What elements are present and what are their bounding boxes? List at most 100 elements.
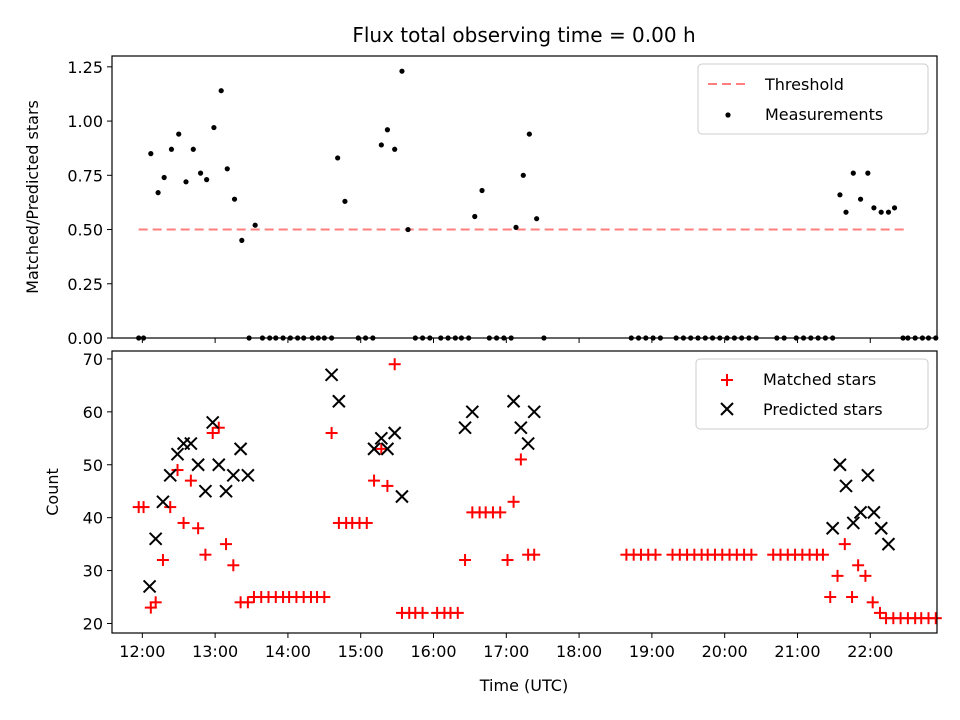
- bottom-plot-frame: [111, 350, 938, 634]
- top-plot-data: [136, 68, 939, 341]
- chart-title: Flux total observing time = 0.00 h: [352, 23, 695, 47]
- measurement-point: [342, 198, 348, 204]
- predicted-star-point: [861, 468, 875, 483]
- predicted-star-point: [142, 579, 157, 594]
- matched-star-point: [816, 548, 829, 561]
- measurement-point: [239, 237, 245, 243]
- x-tick-label: 18:00: [556, 642, 602, 661]
- predicted-star-point: [874, 521, 888, 535]
- predicted-star-point: [184, 436, 198, 451]
- predicted-star-point: [148, 532, 163, 546]
- matched-star-point: [649, 548, 662, 561]
- top-y-ticks: 0.00 0.25 0.50 0.75 1.00 1.25: [67, 58, 112, 348]
- bottom-x-ticks: 12:00 13:00 14:00 15:00 16:00 17:00 18:00 19:00…: [119, 633, 893, 661]
- measurement-point: [837, 192, 843, 198]
- predicted-star-point: [367, 442, 381, 456]
- matched-star-point: [459, 553, 472, 566]
- x-tick-label: 15:00: [338, 642, 384, 661]
- matched-star-point: [177, 516, 190, 529]
- predicted-star-point: [521, 436, 535, 451]
- y-tick-label: 0.75: [67, 166, 103, 185]
- measurement-point: [378, 142, 384, 148]
- x-tick-label: 17:00: [483, 642, 529, 661]
- top-legend-box: [697, 63, 929, 135]
- predicted-star-point: [387, 426, 402, 440]
- predicted-star-point: [324, 368, 339, 382]
- predicted-star-point: [825, 521, 840, 535]
- top-plot-frame: [111, 55, 938, 339]
- measurement-point: [148, 151, 154, 157]
- predicted-star-point: [332, 394, 346, 408]
- predicted-star-point: [163, 468, 177, 483]
- legend-measurements-marker: [725, 112, 731, 118]
- legend-matched-marker: [721, 374, 733, 386]
- matched-star-point: [156, 553, 169, 566]
- matched-star-point: [241, 596, 254, 609]
- bottom-legend-box: [695, 358, 929, 430]
- top-y-axis-label: Matched/Predicted stars: [23, 100, 42, 294]
- matched-star-point: [494, 506, 507, 519]
- predicted-star-point: [205, 415, 220, 430]
- measurement-point: [183, 179, 189, 185]
- matched-star-point: [171, 464, 184, 477]
- predicted-star-point: [506, 394, 521, 408]
- predicted-star-point: [212, 458, 226, 472]
- y-tick-label: 60: [83, 403, 103, 422]
- x-tick-label: 20:00: [702, 642, 748, 661]
- predicted-star-point: [156, 495, 170, 509]
- measurement-point: [843, 209, 849, 215]
- matched-star-point: [416, 606, 429, 619]
- y-tick-label: 70: [83, 350, 103, 369]
- measurement-point: [865, 170, 871, 176]
- matched-star-point: [859, 569, 872, 582]
- measurement-point: [204, 177, 210, 183]
- x-tick-label: 16:00: [410, 642, 456, 661]
- legend-threshold-label: Threshold: [764, 75, 844, 94]
- measurement-point: [891, 205, 898, 211]
- measurement-point: [850, 170, 856, 176]
- matched-star-point: [838, 538, 851, 551]
- matched-star-point: [199, 548, 212, 561]
- measurement-point: [224, 166, 230, 172]
- predicted-star-point: [833, 458, 847, 472]
- predicted-star-point: [839, 479, 853, 493]
- bottom-y-axis-label: Count: [43, 468, 62, 516]
- matched-star-point: [514, 453, 527, 466]
- matched-star-point: [149, 596, 162, 609]
- predicted-star-point: [191, 458, 205, 472]
- legend-matched-label: Matched stars: [763, 370, 876, 389]
- matched-star-point: [507, 495, 520, 508]
- measurement-point: [878, 209, 884, 215]
- measurement-point: [335, 155, 341, 161]
- x-axis-label: Time (UTC): [479, 676, 568, 695]
- bottom-plot-data: [132, 358, 942, 625]
- matched-star-point: [831, 569, 844, 582]
- predicted-star-point: [853, 505, 868, 520]
- measurement-point: [392, 146, 398, 152]
- matched-star-point: [192, 522, 205, 535]
- top-x-ticks: [141, 338, 871, 343]
- bottom-subplot: 20 30 40 50 60 70 12:00 13:00 14:00 15:00 16:00 17…: [43, 350, 942, 695]
- y-tick-label: 30: [83, 562, 103, 581]
- legend-predicted-label: Predicted stars: [763, 400, 883, 419]
- matched-star-point: [866, 596, 879, 609]
- measurement-point: [534, 216, 540, 222]
- matched-star-point: [360, 516, 373, 529]
- matched-star-point: [368, 474, 381, 487]
- measurement-point: [197, 170, 204, 176]
- matched-star-point: [184, 474, 197, 487]
- measurement-point: [161, 174, 167, 181]
- matched-star-point: [220, 538, 233, 551]
- measurement-point: [857, 196, 864, 202]
- predicted-star-point: [241, 468, 255, 483]
- matched-star-point: [873, 606, 886, 619]
- matched-star-point: [929, 612, 942, 625]
- predicted-star-point: [198, 484, 213, 498]
- predicted-star-point: [867, 505, 881, 520]
- predicted-star-point: [226, 468, 241, 483]
- y-tick-label: 1.00: [67, 112, 103, 131]
- measurement-point: [218, 88, 224, 94]
- measurement-point: [472, 213, 478, 220]
- x-tick-label: 22:00: [847, 642, 893, 661]
